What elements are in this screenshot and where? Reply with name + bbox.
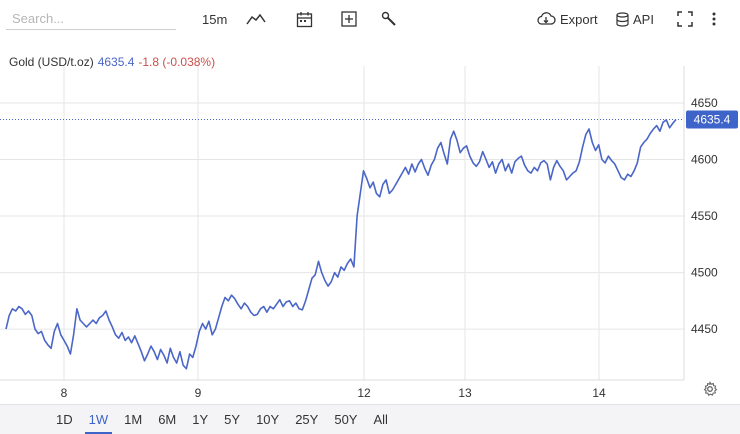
- api-label: API: [633, 11, 654, 27]
- y-tick-label: 4600: [691, 153, 718, 167]
- y-tick-label: 4500: [691, 266, 718, 280]
- interval-label: 15m: [202, 11, 228, 27]
- instrument-change: -1.8 (-0.038%): [138, 55, 216, 69]
- range-1m[interactable]: 1M: [124, 412, 143, 427]
- calendar-icon: [296, 11, 313, 27]
- x-tick-label: 8: [61, 386, 68, 400]
- interval-button[interactable]: 15m: [202, 8, 227, 30]
- range-1d[interactable]: 1D: [56, 412, 73, 427]
- wrench-icon: [381, 11, 396, 26]
- range-6m[interactable]: 6M: [158, 412, 177, 427]
- more-menu-button[interactable]: [711, 8, 717, 30]
- range-50y[interactable]: 50Y: [334, 412, 358, 427]
- last-price-label: 4635.4: [694, 112, 731, 126]
- export-label: Export: [560, 11, 598, 27]
- range-all[interactable]: All: [373, 412, 388, 427]
- range-10y[interactable]: 10Y: [256, 412, 280, 427]
- instrument-name: Gold (USD/t.oz): [9, 55, 94, 69]
- price-chart[interactable]: 4450 4500 4550 4600 4650 8 9 12 13 14 4635.4: [0, 0, 740, 404]
- chart-type-button[interactable]: [246, 8, 266, 30]
- date-range-button[interactable]: [296, 8, 313, 30]
- last-price-tag: [686, 110, 738, 129]
- range-1w[interactable]: 1W: [81, 405, 117, 434]
- fullscreen-button[interactable]: [677, 8, 693, 30]
- database-icon: [616, 11, 629, 27]
- settings-tools-button[interactable]: [381, 8, 397, 30]
- price-line: [5, 118, 677, 370]
- instrument-header: Gold (USD/t.oz) 4635.4 -1.8 (-0.038%): [9, 55, 215, 69]
- range-bar: 1D 1W 1M 6M 1Y 5Y 10Y 25Y 50Y All: [0, 404, 740, 434]
- x-tick-label: 13: [458, 386, 472, 400]
- more-vertical-icon: [712, 12, 716, 26]
- toolbar: 15m Export API: [0, 0, 740, 38]
- range-5y[interactable]: 5Y: [224, 412, 241, 427]
- range-1y[interactable]: 1Y: [192, 412, 209, 427]
- range-selector: 1D 1W 1M 6M 1Y 5Y 10Y 25Y 50Y All: [48, 405, 396, 434]
- api-button[interactable]: API: [616, 8, 654, 30]
- plus-square-icon: [341, 11, 357, 27]
- cloud-download-icon: [537, 12, 556, 25]
- gear-icon[interactable]: [702, 381, 718, 397]
- fullscreen-icon: [677, 11, 693, 27]
- x-tick-label: 12: [357, 386, 371, 400]
- line-chart-icon: [246, 13, 266, 25]
- y-tick-label: 4450: [691, 322, 718, 336]
- y-tick-label: 4650: [691, 96, 718, 110]
- x-tick-label: 9: [195, 386, 202, 400]
- add-indicator-button[interactable]: [341, 8, 357, 30]
- y-tick-label: 4550: [691, 209, 718, 223]
- instrument-price: 4635.4: [97, 55, 135, 69]
- range-25y[interactable]: 25Y: [295, 412, 319, 427]
- search-input[interactable]: [6, 8, 176, 30]
- x-tick-label: 14: [592, 386, 606, 400]
- export-button[interactable]: Export: [536, 8, 598, 30]
